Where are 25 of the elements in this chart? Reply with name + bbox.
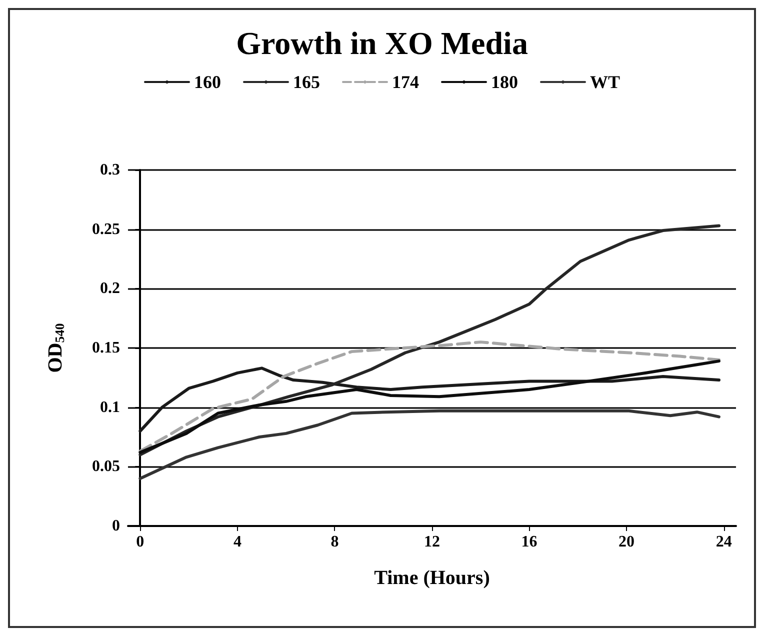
line-series — [138, 360, 720, 454]
y-tick-label: 0.1 — [100, 398, 120, 416]
chart-title: Growth in XO Media — [236, 25, 528, 61]
line-series — [138, 409, 720, 480]
y-tick-label: 0 — [112, 518, 120, 534]
x-tick-label: 8 — [330, 534, 339, 550]
legend-label: 180 — [490, 72, 518, 92]
x-tick-label: 24 — [716, 534, 732, 550]
line-series — [138, 340, 720, 453]
x-tick-label: 12 — [424, 534, 440, 550]
y-tick-label: 0.2 — [100, 280, 120, 298]
legend-label: 174 — [392, 72, 419, 92]
y-tick-label: 0.25 — [92, 220, 120, 238]
x-tick-label: 0 — [136, 534, 144, 550]
y-tick-label: 0.05 — [92, 458, 120, 476]
x-tick-label: 4 — [233, 534, 242, 550]
legend-label: 165 — [292, 72, 320, 92]
y-tick-label: 0.3 — [100, 162, 120, 178]
x-tick-label: 16 — [521, 534, 538, 550]
legend-label: WT — [590, 72, 620, 92]
legend-label: 160 — [194, 72, 221, 92]
x-axis-title: Time (Hours) — [374, 567, 490, 589]
y-axis-title: OD540 — [44, 323, 67, 373]
x-tick-label: 20 — [618, 534, 635, 550]
y-tick-label: 0.15 — [92, 340, 120, 356]
